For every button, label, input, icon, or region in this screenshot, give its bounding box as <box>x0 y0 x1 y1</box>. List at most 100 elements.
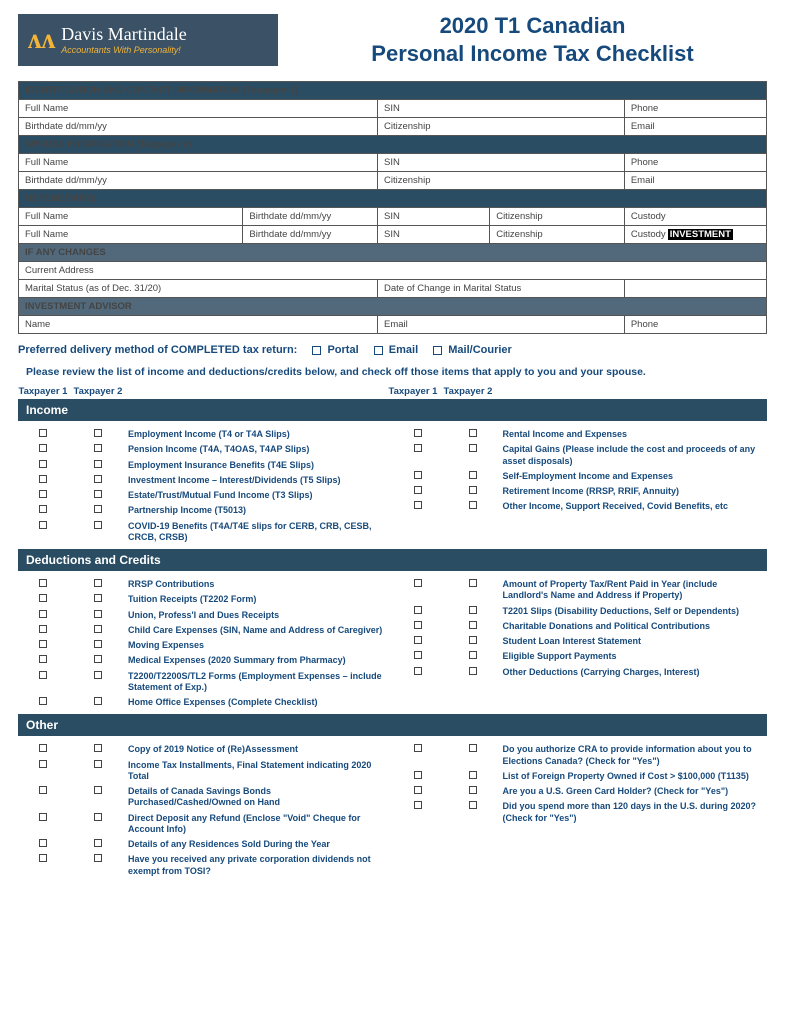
checkbox-tp2[interactable] <box>94 760 102 768</box>
checkbox-tp1[interactable] <box>39 640 47 648</box>
field-birthdate[interactable]: Birthdate dd/mm/yy <box>243 208 378 226</box>
checkbox-tp2[interactable] <box>469 771 477 779</box>
checkbox-tp1[interactable] <box>414 486 422 494</box>
checkbox-tp2[interactable] <box>469 744 477 752</box>
field-custody[interactable]: Custody <box>624 208 766 226</box>
checkbox-tp2[interactable] <box>94 854 102 862</box>
checkbox-tp2[interactable] <box>94 490 102 498</box>
checkbox-tp2[interactable] <box>469 444 477 452</box>
checkbox-tp2[interactable] <box>469 786 477 794</box>
field-custody[interactable]: CustodyINVESTMENT <box>624 226 766 244</box>
field-email[interactable]: Email <box>624 118 766 136</box>
field-phone[interactable]: Phone <box>624 154 766 172</box>
checkbox-tp1[interactable] <box>39 610 47 618</box>
checkbox-tp1[interactable] <box>39 744 47 752</box>
checkbox-tp1[interactable] <box>414 429 422 437</box>
field-phone[interactable]: Phone <box>624 100 766 118</box>
checkbox-tp2[interactable] <box>469 471 477 479</box>
checkbox-tp2[interactable] <box>469 801 477 809</box>
field-sin[interactable]: SIN <box>378 100 625 118</box>
checkbox-tp1[interactable] <box>39 655 47 663</box>
checkbox-tp2[interactable] <box>94 744 102 752</box>
checkbox-tp1[interactable] <box>414 786 422 794</box>
checkbox-tp1[interactable] <box>414 744 422 752</box>
checkbox-tp2[interactable] <box>94 444 102 452</box>
checkbox-tp1[interactable] <box>39 594 47 602</box>
checkbox-tp1[interactable] <box>39 460 47 468</box>
checkbox-tp1[interactable] <box>39 475 47 483</box>
checkbox-tp2[interactable] <box>469 486 477 494</box>
checkbox-tp2[interactable] <box>94 640 102 648</box>
checkbox-tp1[interactable] <box>39 854 47 862</box>
checkbox-tp1[interactable] <box>414 501 422 509</box>
checkbox-tp1[interactable] <box>39 671 47 679</box>
checkbox-tp2[interactable] <box>469 651 477 659</box>
checkbox-tp1[interactable] <box>414 801 422 809</box>
checkbox-tp1[interactable] <box>39 444 47 452</box>
checkbox-tp2[interactable] <box>94 625 102 633</box>
checkbox-tp1[interactable] <box>39 521 47 529</box>
checkbox-tp1[interactable] <box>39 760 47 768</box>
checkbox-tp1[interactable] <box>414 444 422 452</box>
checkbox-tp2[interactable] <box>94 839 102 847</box>
checkbox-tp2[interactable] <box>94 429 102 437</box>
field-marital[interactable]: Marital Status (as of Dec. 31/20) <box>19 280 378 298</box>
field-citizenship[interactable]: Citizenship <box>378 118 625 136</box>
checkbox-tp1[interactable] <box>414 771 422 779</box>
checkbox-tp1[interactable] <box>39 429 47 437</box>
checkbox-tp2[interactable] <box>469 579 477 587</box>
checkbox-tp2[interactable] <box>469 621 477 629</box>
checkbox-tp2[interactable] <box>94 610 102 618</box>
field-citizenship[interactable]: Citizenship <box>490 208 625 226</box>
checkbox-tp2[interactable] <box>94 460 102 468</box>
checkbox-tp1[interactable] <box>414 651 422 659</box>
checkbox-tp1[interactable] <box>414 471 422 479</box>
field-fullname[interactable]: Full Name <box>19 100 378 118</box>
checkbox-tp2[interactable] <box>94 579 102 587</box>
checkbox-tp1[interactable] <box>414 667 422 675</box>
field-fullname[interactable]: Full Name <box>19 154 378 172</box>
field-fullname[interactable]: Full Name <box>19 226 243 244</box>
checkbox-tp1[interactable] <box>39 839 47 847</box>
checkbox-tp2[interactable] <box>94 505 102 513</box>
field-advisor-phone[interactable]: Phone <box>624 316 766 334</box>
field-email[interactable]: Email <box>624 172 766 190</box>
checkbox-tp1[interactable] <box>414 579 422 587</box>
checkbox-tp2[interactable] <box>94 521 102 529</box>
checkbox-tp2[interactable] <box>469 636 477 644</box>
field-sin[interactable]: SIN <box>378 226 490 244</box>
checkbox-tp2[interactable] <box>469 667 477 675</box>
checkbox-tp2[interactable] <box>469 501 477 509</box>
checkbox-tp1[interactable] <box>414 636 422 644</box>
field-marital-date[interactable]: Date of Change in Marital Status <box>378 280 625 298</box>
checkbox-tp1[interactable] <box>414 621 422 629</box>
checkbox-tp1[interactable] <box>39 625 47 633</box>
field-citizenship[interactable]: Citizenship <box>490 226 625 244</box>
field-advisor-email[interactable]: Email <box>378 316 625 334</box>
checkbox-tp1[interactable] <box>39 697 47 705</box>
field-citizenship[interactable]: Citizenship <box>378 172 625 190</box>
field-birthdate[interactable]: Birthdate dd/mm/yy <box>19 118 378 136</box>
field-fullname[interactable]: Full Name <box>19 208 243 226</box>
field-sin[interactable]: SIN <box>378 154 625 172</box>
checkbox-tp1[interactable] <box>39 490 47 498</box>
checkbox-tp2[interactable] <box>469 606 477 614</box>
checkbox-tp2[interactable] <box>94 594 102 602</box>
field-birthdate[interactable]: Birthdate dd/mm/yy <box>19 172 378 190</box>
field-address[interactable]: Current Address <box>19 262 767 280</box>
checkbox-tp2[interactable] <box>94 655 102 663</box>
field-sin[interactable]: SIN <box>378 208 490 226</box>
checkbox-tp1[interactable] <box>39 579 47 587</box>
field-birthdate[interactable]: Birthdate dd/mm/yy <box>243 226 378 244</box>
checkbox-tp2[interactable] <box>94 813 102 821</box>
checkbox-tp2[interactable] <box>94 697 102 705</box>
checkbox-email[interactable] <box>374 346 383 355</box>
checkbox-portal[interactable] <box>312 346 321 355</box>
checkbox-tp2[interactable] <box>469 429 477 437</box>
checkbox-tp2[interactable] <box>94 786 102 794</box>
checkbox-tp1[interactable] <box>39 786 47 794</box>
field-blank[interactable] <box>624 280 766 298</box>
checkbox-tp1[interactable] <box>39 813 47 821</box>
checkbox-mail[interactable] <box>433 346 442 355</box>
field-advisor-name[interactable]: Name <box>19 316 378 334</box>
